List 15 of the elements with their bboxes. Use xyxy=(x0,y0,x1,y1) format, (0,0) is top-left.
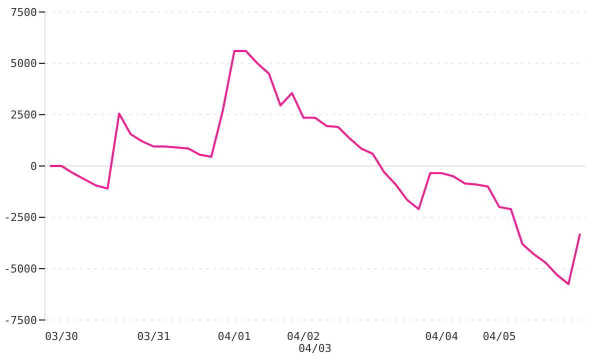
y-tick-label: -2500 xyxy=(4,211,37,224)
line-series xyxy=(49,50,581,286)
x-tick-label: 03/30 xyxy=(44,330,78,343)
y-tick-label: 7500 xyxy=(10,6,37,19)
y-tick-label: 5000 xyxy=(10,57,37,70)
x-tick-label: 04/04 xyxy=(425,330,459,343)
x-tick-label: 04/03 xyxy=(298,342,332,355)
y-tick-label: 2500 xyxy=(10,108,37,122)
x-tick-label: 03/31 xyxy=(137,330,170,343)
x-tick-label: 04/01 xyxy=(218,330,251,343)
y-tick-label: 0 xyxy=(30,160,37,173)
y-tick-label: -5000 xyxy=(4,262,37,276)
y-tick-label: -7500 xyxy=(4,314,37,327)
x-tick-label: 04/05 xyxy=(482,330,516,343)
x-tick-label: 04/02 xyxy=(286,330,320,343)
